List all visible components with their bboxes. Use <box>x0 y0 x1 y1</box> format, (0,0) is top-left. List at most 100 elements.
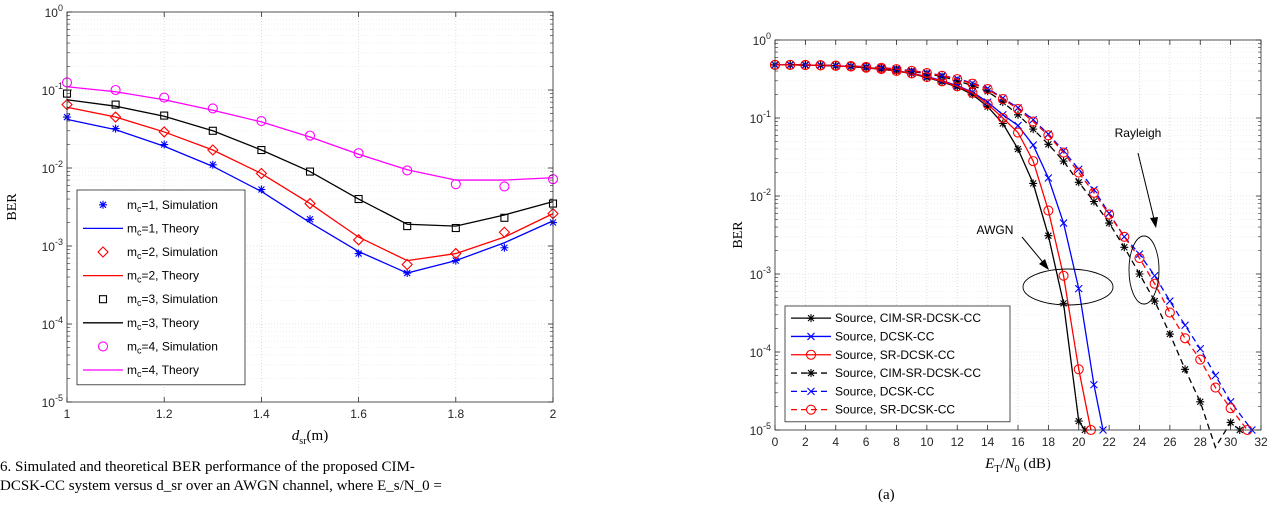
data-point <box>109 111 122 123</box>
diamond-mark <box>401 258 413 271</box>
asterisk-mark <box>807 314 815 323</box>
asterisk-mark <box>983 87 992 96</box>
circle-mark <box>805 349 817 360</box>
data-point <box>1196 397 1205 406</box>
circle-mark <box>1104 209 1115 220</box>
circle-mark <box>1164 307 1175 318</box>
asterisk-mark <box>1014 145 1022 154</box>
legend-marker <box>807 314 815 323</box>
asterisk-mark <box>1014 110 1022 119</box>
awgn-label: AWGN <box>977 223 1014 237</box>
awgn-arrow-shaft <box>1021 236 1047 267</box>
legend-box <box>784 305 1011 423</box>
data-point <box>1058 147 1069 158</box>
series-line-6 <box>66 99 554 227</box>
rayleigh-ellipse <box>1128 235 1160 305</box>
legend-item: mc=1, Theory <box>83 221 199 237</box>
x-axis-label: dsr(m) <box>292 428 328 447</box>
tick-group: 10-5 10-4 10-3 10-2 10-1 100 1 1.2 1.4 1.6 1.8 2 <box>42 3 557 421</box>
data-point <box>1135 270 1144 278</box>
circle-mark <box>982 99 993 110</box>
asterisk-mark <box>1181 365 1190 374</box>
asterisk-mark <box>1044 140 1053 149</box>
asterisk-mark <box>1150 297 1159 306</box>
data-point <box>1073 364 1084 375</box>
asterisk-mark <box>1029 179 1038 188</box>
x-tick-label: 1.4 <box>253 407 270 421</box>
data-point <box>306 215 314 224</box>
x-mark <box>1196 344 1205 353</box>
x-tick-label: 18 <box>1042 435 1056 449</box>
x-mark <box>1165 297 1174 305</box>
series-line-2 <box>66 118 554 274</box>
data-point <box>997 93 1008 105</box>
asterisk-mark <box>111 124 120 133</box>
annotation-group: AWGN Rayleigh <box>977 126 1161 306</box>
y-tick-label: 10-1 <box>42 81 63 98</box>
data-point <box>1044 140 1053 149</box>
data-point <box>998 110 1007 119</box>
circle-mark <box>1043 130 1054 141</box>
data-point <box>1090 380 1098 389</box>
x-tick-label: 32 <box>1254 435 1268 449</box>
legend-marker <box>97 246 109 258</box>
series-line-4 <box>775 64 1241 449</box>
data-point <box>876 62 887 73</box>
awgn-arrowhead <box>1039 259 1049 270</box>
data-point <box>785 59 796 70</box>
square-mark <box>500 213 509 222</box>
circle-mark <box>1028 116 1039 127</box>
x-tick-label: 22 <box>1102 435 1116 449</box>
x-tick-label: 8 <box>893 435 900 449</box>
data-point <box>160 140 169 149</box>
square-mark <box>354 194 363 204</box>
data-point <box>982 84 993 95</box>
data-point <box>451 223 460 233</box>
x-mark <box>1150 271 1159 280</box>
data-point <box>800 59 811 70</box>
square-mark <box>403 222 412 231</box>
circle-mark <box>1028 156 1039 167</box>
series-line-4 <box>66 106 554 262</box>
asterisk-mark <box>500 243 509 252</box>
x-mark <box>1090 380 1098 389</box>
data-point <box>1088 187 1099 198</box>
data-point <box>815 60 826 71</box>
asterisk-mark <box>1105 219 1114 228</box>
circle-mark <box>1210 382 1221 393</box>
rayleigh-arrow-shaft <box>1137 152 1156 224</box>
caption-line-1: 6. Simulated and theoretical BER perform… <box>0 459 415 475</box>
legend-marker <box>807 387 815 396</box>
x-mark <box>998 94 1007 102</box>
x-tick-label: 6 <box>863 435 870 449</box>
x-mark <box>1181 321 1189 330</box>
circle-mark <box>1149 278 1160 289</box>
circle-mark <box>1119 231 1130 242</box>
data-point <box>1119 231 1130 242</box>
caption-line-2: DCSK-CC system versus d_sr over an AWGN … <box>0 478 442 494</box>
data-point <box>921 67 932 79</box>
legend-label: mc=3, Theory <box>127 316 199 332</box>
circle-mark <box>1058 270 1069 281</box>
data-point <box>1012 127 1024 138</box>
data-point <box>1014 145 1022 154</box>
circle-mark <box>207 103 218 114</box>
data-point <box>1226 418 1235 427</box>
asterisk-mark <box>1029 125 1038 134</box>
asterisk-mark <box>907 67 916 76</box>
legend-item: mc=4, Simulation <box>97 339 218 355</box>
data-point <box>305 167 315 176</box>
circle-mark <box>906 65 917 76</box>
x-mark <box>1074 165 1083 174</box>
circle-mark <box>997 112 1008 124</box>
asterisk-mark <box>1120 243 1129 252</box>
data-point <box>830 60 841 71</box>
data-point <box>1210 382 1221 393</box>
data-point <box>1134 253 1145 264</box>
circle-mark <box>1058 147 1069 158</box>
data-point <box>907 67 916 76</box>
data-point <box>1073 167 1084 178</box>
legend-item: mc=2, Simulation <box>97 245 218 261</box>
data-point <box>1043 205 1054 216</box>
